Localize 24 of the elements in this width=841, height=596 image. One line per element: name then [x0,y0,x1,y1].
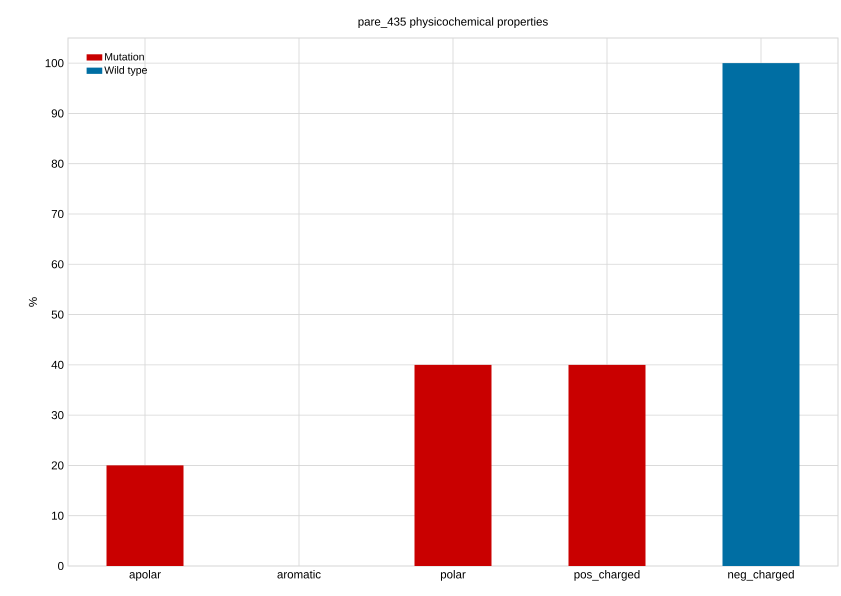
bar [722,63,800,566]
y-axis-title: % [28,297,37,307]
chart-title: pare_435 physicochemical properties [358,17,548,28]
y-tick-label: 100 [46,59,64,68]
x-tick-label: polar [440,570,466,581]
bar [568,364,646,566]
legend-label: Wild type [104,66,147,76]
x-tick-label: aromatic [277,570,321,578]
y-tick-label: 20 [52,461,64,470]
y-tick-label: 70 [52,210,64,218]
y-tick-label: 10 [52,512,64,520]
y-tick-label: 90 [52,109,64,118]
y-tick-label: 60 [52,260,64,268]
x-tick-label: neg_charged [728,570,794,581]
y-tick-label: 50 [52,310,64,319]
y-tick-label: 0 [58,562,64,570]
y-tick-label: 80 [52,160,64,168]
bar [414,364,492,566]
x-tick-label: apolar [130,570,161,581]
x-tick-label: pos_charged [574,570,640,581]
y-tick-label: 40 [51,360,64,369]
bar [106,465,184,566]
legend-label: Mutation [105,52,144,60]
y-tick-label: 30 [52,411,64,420]
